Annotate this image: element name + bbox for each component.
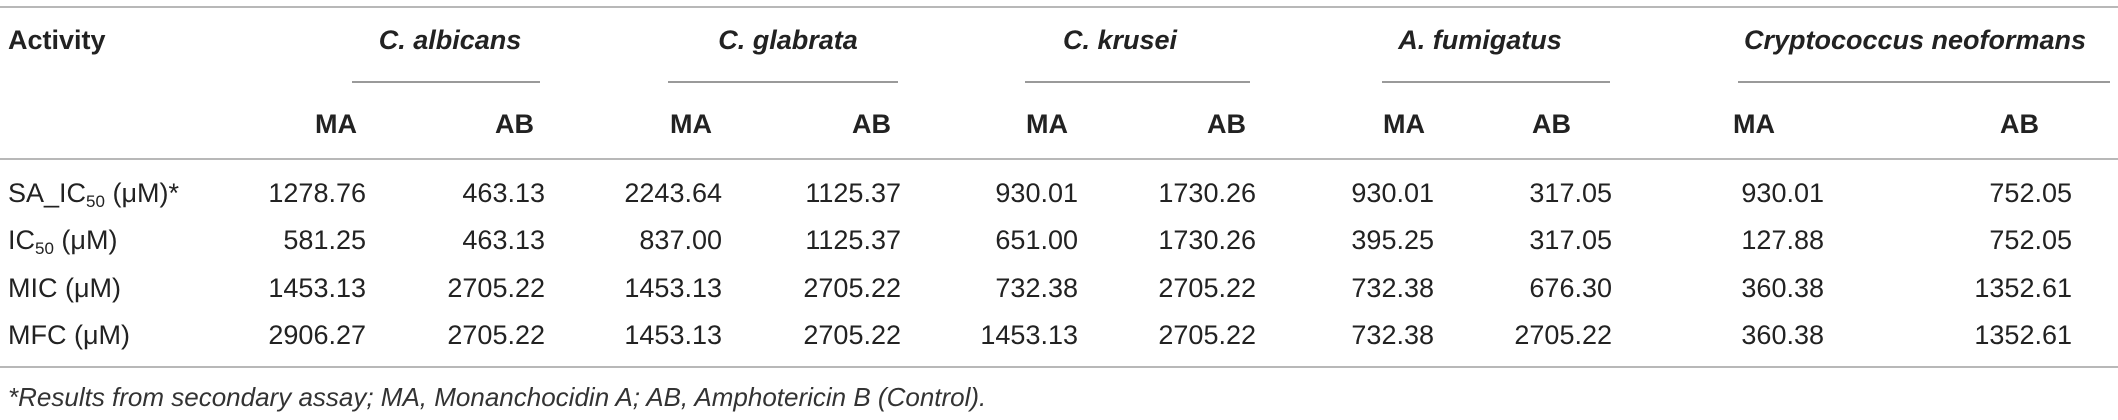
organism-header-c-krusei: C. krusei [1062,25,1178,55]
subheader-ab: AB [852,109,891,139]
cell-ma: 395.25 [1351,225,1434,255]
cell-ab: 2705.22 [1514,320,1612,350]
cell-ma: 360.38 [1741,320,1824,350]
row-label: MIC (μM) [8,273,122,303]
organism-header-a-fumigatus: A. fumigatus [1398,25,1562,55]
cell-ab: 2705.22 [803,273,901,303]
organism-header-c-glabrata: C. glabrata [718,25,858,55]
cell-ab: 2705.22 [447,273,545,303]
cell-ma: 360.38 [1741,273,1824,303]
cell-ma: 2906.27 [268,320,366,350]
cell-ma: 1453.13 [624,320,722,350]
cell-ma: 651.00 [995,225,1078,255]
organism-underline [668,81,898,83]
cell-ma: 732.38 [995,273,1078,303]
subheader-ma: MA [315,109,357,139]
row-label: IC50 (μM) [8,225,118,258]
cell-ab: 317.05 [1529,225,1612,255]
table-footnote: *Results from secondary assay; MA, Monan… [8,382,987,412]
cell-ab: 1352.61 [1974,273,2072,303]
cell-ab: 2705.22 [447,320,545,350]
cell-ab: 1125.37 [805,178,901,208]
cell-ma: 1453.13 [980,320,1078,350]
header-bottom-rule [0,158,2118,160]
cell-ab: 1125.37 [805,225,901,255]
cell-ab: 463.13 [462,178,545,208]
cell-ma: 1453.13 [624,273,722,303]
subheader-ma: MA [670,109,712,139]
cell-ab: 1730.26 [1158,178,1256,208]
organism-underline [352,81,540,83]
cell-ab: 2705.22 [1158,273,1256,303]
organism-header-c-albicans: C. albicans [378,25,522,55]
cell-ma: 732.38 [1351,273,1434,303]
subheader-ab: AB [1532,109,1571,139]
cell-ab: 2705.22 [1158,320,1256,350]
cell-ma: 930.01 [1351,178,1434,208]
activity-header: Activity [8,25,106,55]
organism-underline [1382,81,1610,83]
cell-ma: 2243.64 [624,178,722,208]
cell-ma: 581.25 [283,225,366,255]
subheader-ma: MA [1383,109,1425,139]
subheader-ma: MA [1733,109,1775,139]
subheader-ab: AB [495,109,534,139]
cell-ab: 1352.61 [1974,320,2072,350]
cell-ma: 1453.13 [268,273,366,303]
cell-ma: 1278.76 [268,178,366,208]
cell-ma: 837.00 [639,225,722,255]
cell-ab: 676.30 [1529,273,1612,303]
cell-ab: 752.05 [1989,178,2072,208]
organism-header-cryptococcus-neoformans: Cryptococcus neoformans [1743,25,2087,55]
cell-ab: 1730.26 [1158,225,1256,255]
cell-ab: 463.13 [462,225,545,255]
table-bottom-rule [0,366,2118,368]
table-top-rule [0,6,2118,8]
cell-ma: 127.88 [1741,225,1824,255]
cell-ab: 2705.22 [803,320,901,350]
subheader-ab: AB [2000,109,2039,139]
subheader-ab: AB [1207,109,1246,139]
row-label: MFC (μM) [8,320,131,350]
row-label: SA_IC50 (μM)* [8,178,180,211]
cell-ma: 930.01 [1741,178,1824,208]
organism-underline [1025,81,1250,83]
organism-underline [1738,81,2110,83]
cell-ma: 732.38 [1351,320,1434,350]
cell-ma: 930.01 [995,178,1078,208]
subheader-ma: MA [1026,109,1068,139]
cell-ab: 752.05 [1989,225,2072,255]
cell-ab: 317.05 [1529,178,1612,208]
